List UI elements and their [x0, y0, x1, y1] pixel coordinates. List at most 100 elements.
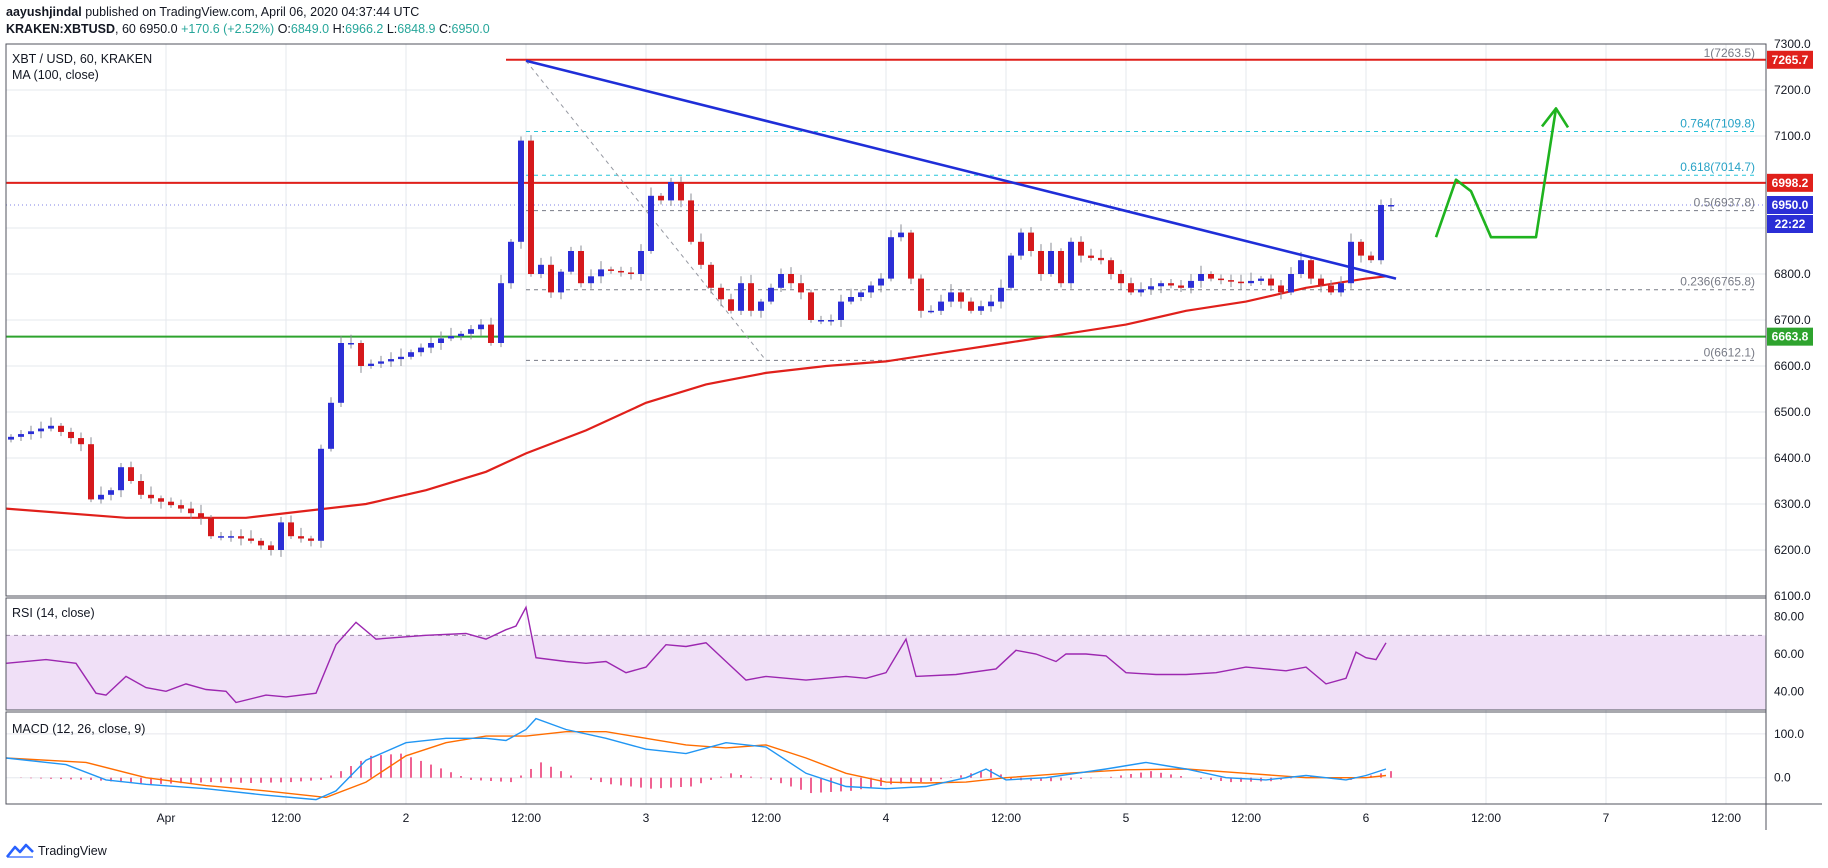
candle[interactable] [668, 177, 674, 206]
candle[interactable] [928, 305, 934, 314]
candle[interactable] [618, 266, 624, 277]
candle[interactable] [1238, 274, 1244, 291]
candle[interactable] [208, 515, 214, 539]
candle[interactable] [1338, 276, 1344, 297]
candle[interactable] [318, 444, 324, 548]
candle[interactable] [268, 541, 274, 556]
candle[interactable] [128, 461, 134, 484]
candle[interactable] [1038, 244, 1044, 281]
candle[interactable] [258, 538, 264, 550]
candle[interactable] [1268, 274, 1274, 292]
candle[interactable] [138, 474, 144, 499]
candle[interactable] [328, 397, 334, 452]
author[interactable]: aayushjindal [6, 5, 82, 19]
candle[interactable] [1328, 279, 1334, 296]
candle[interactable] [828, 314, 834, 326]
candle[interactable] [278, 516, 284, 557]
candle[interactable] [958, 289, 964, 309]
candle[interactable] [38, 421, 44, 439]
candle[interactable] [398, 348, 404, 366]
candle[interactable] [998, 279, 1004, 309]
candle[interactable] [628, 266, 634, 280]
candle[interactable] [748, 274, 754, 317]
candle[interactable] [48, 417, 54, 432]
candle[interactable] [218, 532, 224, 541]
candle[interactable] [798, 274, 804, 300]
candle[interactable] [1028, 227, 1034, 257]
candle[interactable] [728, 293, 734, 314]
candle[interactable] [968, 297, 974, 314]
candle[interactable] [1378, 199, 1384, 265]
candle[interactable] [1208, 271, 1214, 282]
candle[interactable] [288, 515, 294, 539]
candle[interactable] [358, 340, 364, 373]
candle[interactable] [688, 193, 694, 245]
candle[interactable] [98, 486, 104, 504]
candle[interactable] [948, 284, 954, 308]
candle[interactable] [1058, 248, 1064, 288]
candle[interactable] [868, 281, 874, 298]
candle[interactable] [78, 432, 84, 452]
candle[interactable] [348, 334, 354, 349]
candle[interactable] [58, 423, 64, 437]
candle[interactable] [1098, 249, 1104, 265]
candle[interactable] [938, 294, 944, 315]
candle[interactable] [468, 325, 474, 340]
candle[interactable] [588, 269, 594, 289]
candle[interactable] [1318, 274, 1324, 293]
candle[interactable] [298, 527, 304, 543]
candle[interactable] [198, 504, 204, 525]
candle[interactable] [718, 283, 724, 307]
candle[interactable] [898, 224, 904, 242]
candle[interactable] [698, 233, 704, 269]
candle[interactable] [978, 300, 984, 315]
candle[interactable] [518, 136, 524, 249]
candle[interactable] [1088, 248, 1094, 261]
candle[interactable] [508, 239, 514, 289]
candle[interactable] [418, 343, 424, 357]
candle[interactable] [538, 257, 544, 279]
candle[interactable] [18, 429, 24, 441]
candle[interactable] [1278, 279, 1284, 300]
candle[interactable] [638, 244, 644, 281]
candle[interactable] [888, 230, 894, 282]
candle[interactable] [878, 273, 884, 293]
candle[interactable] [808, 289, 814, 323]
candle[interactable] [1348, 233, 1354, 289]
candle[interactable] [1188, 274, 1194, 294]
candle[interactable] [1198, 265, 1204, 288]
candle[interactable] [858, 289, 864, 302]
candle[interactable] [708, 262, 714, 294]
candle[interactable] [408, 349, 414, 360]
candle[interactable] [448, 327, 454, 342]
candle[interactable] [458, 331, 464, 341]
candle[interactable] [1358, 239, 1364, 263]
candle[interactable] [788, 267, 794, 289]
candle[interactable] [1288, 267, 1294, 296]
candle[interactable] [758, 298, 764, 318]
candle[interactable] [378, 355, 384, 368]
candle[interactable] [1298, 251, 1304, 279]
candle[interactable] [308, 535, 314, 547]
candle[interactable] [988, 294, 994, 312]
candle[interactable] [918, 274, 924, 318]
candle[interactable] [658, 193, 664, 205]
candle[interactable] [1008, 252, 1014, 291]
candle[interactable] [1048, 242, 1054, 277]
candle[interactable] [1158, 280, 1164, 294]
candle[interactable] [1128, 277, 1134, 296]
candle[interactable] [838, 294, 844, 327]
candle[interactable] [498, 274, 504, 348]
candle[interactable] [438, 331, 444, 350]
candle[interactable] [908, 229, 914, 285]
candle[interactable] [428, 337, 434, 354]
candle[interactable] [188, 501, 194, 519]
candle[interactable] [848, 288, 854, 305]
candle[interactable] [1168, 279, 1174, 289]
candle[interactable] [118, 463, 124, 498]
candle[interactable] [238, 529, 244, 546]
candle[interactable] [68, 427, 74, 444]
candle[interactable] [818, 315, 824, 325]
candle[interactable] [678, 176, 684, 208]
candle[interactable] [598, 261, 604, 284]
